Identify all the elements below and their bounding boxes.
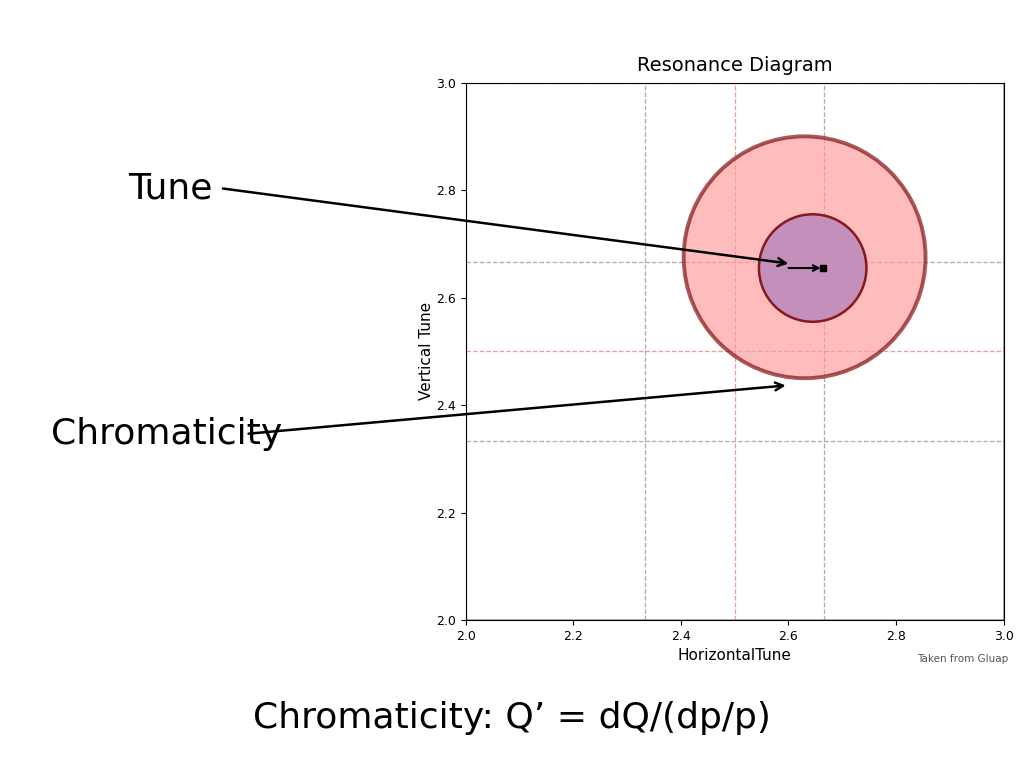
Text: Taken from Gluap: Taken from Gluap	[918, 654, 1009, 664]
Title: Resonance Diagram: Resonance Diagram	[637, 57, 833, 75]
Y-axis label: Vertical Tune: Vertical Tune	[419, 303, 433, 400]
Text: Tune: Tune	[128, 171, 212, 205]
X-axis label: HorizontalTune: HorizontalTune	[678, 648, 792, 664]
Circle shape	[684, 137, 926, 379]
Circle shape	[759, 214, 866, 322]
Text: Chromaticity: Q’ = dQ/(dp/p): Chromaticity: Q’ = dQ/(dp/p)	[253, 701, 771, 735]
Text: Chromaticity: Chromaticity	[51, 417, 283, 451]
